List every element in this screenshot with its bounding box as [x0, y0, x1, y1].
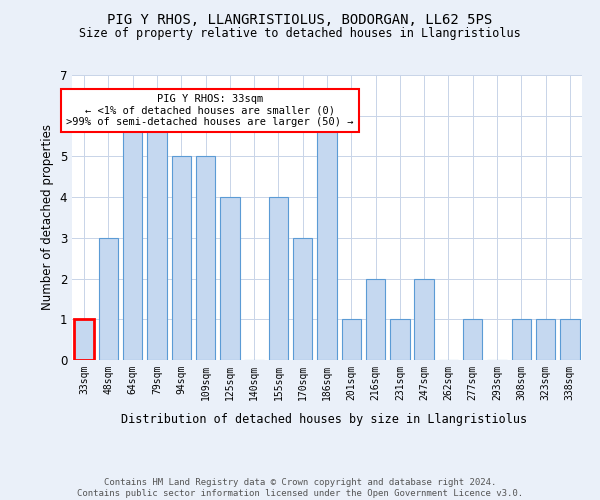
Bar [341, 320, 361, 360]
Bar [560, 320, 580, 360]
Text: Contains HM Land Registry data © Crown copyright and database right 2024.
Contai: Contains HM Land Registry data © Crown c… [77, 478, 523, 498]
Bar [172, 156, 191, 360]
Bar [536, 320, 555, 360]
Bar [512, 320, 531, 360]
Bar [390, 320, 410, 360]
Bar [293, 238, 313, 360]
Bar [317, 116, 337, 360]
Bar [463, 320, 482, 360]
Bar [415, 278, 434, 360]
Text: PIG Y RHOS, LLANGRISTIOLUS, BODORGAN, LL62 5PS: PIG Y RHOS, LLANGRISTIOLUS, BODORGAN, LL… [107, 12, 493, 26]
Bar [220, 197, 239, 360]
Bar [123, 116, 142, 360]
Text: PIG Y RHOS: 33sqm
← <1% of detached houses are smaller (0)
>99% of semi-detached: PIG Y RHOS: 33sqm ← <1% of detached hous… [66, 94, 353, 127]
Bar [99, 238, 118, 360]
Bar [74, 320, 94, 360]
Bar [366, 278, 385, 360]
Bar [147, 116, 167, 360]
Bar [269, 197, 288, 360]
Text: Distribution of detached houses by size in Llangristiolus: Distribution of detached houses by size … [121, 412, 527, 426]
Text: Size of property relative to detached houses in Llangristiolus: Size of property relative to detached ho… [79, 28, 521, 40]
Y-axis label: Number of detached properties: Number of detached properties [41, 124, 54, 310]
Bar [196, 156, 215, 360]
